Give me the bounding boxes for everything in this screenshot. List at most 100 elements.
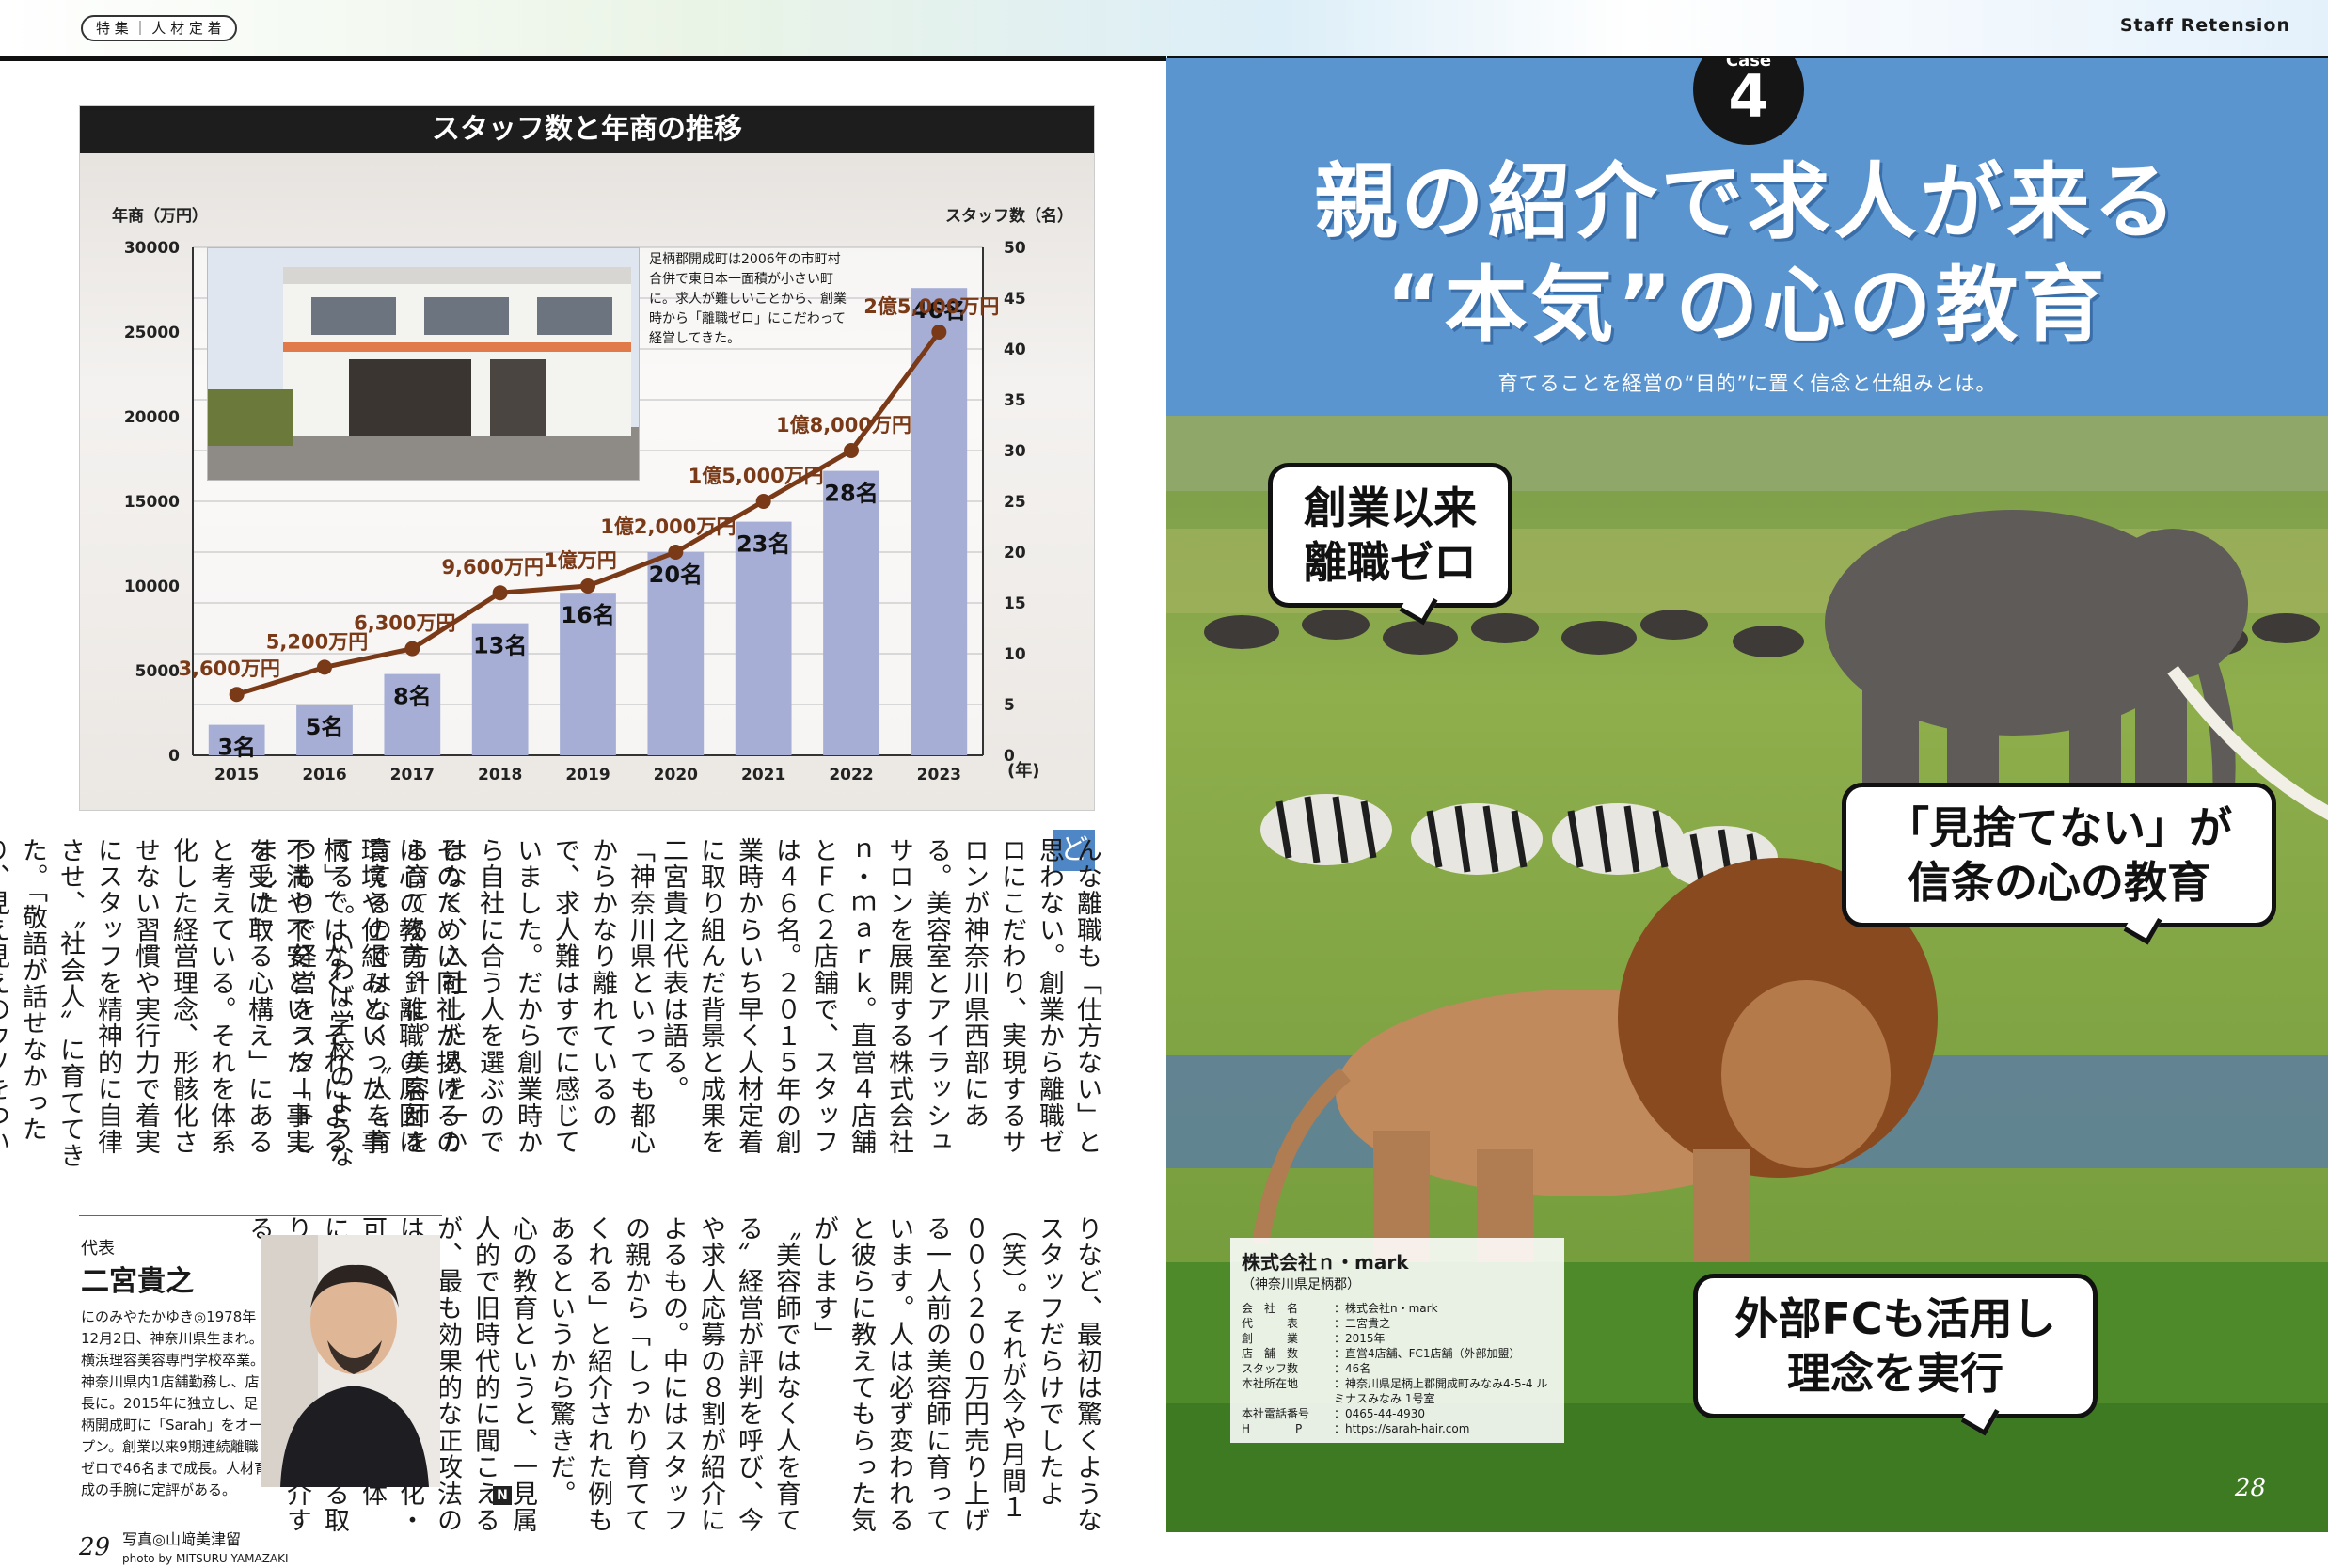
y-tick-left: 30000 [124, 239, 180, 258]
bubble-1-line-2: 離職ゼロ [1304, 537, 1477, 588]
photo-credit-en: photo by MITSURU YAMAZAKI [122, 1552, 289, 1565]
photo-credit-ja: 写真◎山﨑美津留 [122, 1530, 241, 1548]
x-tick: 2018 [478, 766, 522, 784]
case-badge: Case 4 [1693, 58, 1804, 145]
profile-name: 二宮貴之 [81, 1265, 194, 1298]
y-tick-right: 10 [1004, 645, 1026, 664]
revenue-label: 2億5,000万円 [863, 295, 999, 318]
info-value: ：https://sarah-hair.com [1334, 1422, 1470, 1435]
info-key: 本社所在地 [1242, 1377, 1299, 1390]
revenue-point [844, 443, 859, 458]
y-tick-left: 15000 [124, 493, 180, 512]
revenue-point [580, 578, 595, 594]
drop-cap: ど [1053, 830, 1095, 871]
company-info-row: 本社電話番号 ：0465-44-4930 [1242, 1406, 1553, 1421]
bubble-1-line-1: 創業以来 [1304, 483, 1477, 533]
company-info-row: 店 舗 数 ：直営4店舗、FC1店舗（外部加盟） [1242, 1346, 1553, 1361]
x-tick: 2020 [654, 766, 698, 784]
x-tick: 2022 [829, 766, 873, 784]
speech-bubble-1: 創業以来 離職ゼロ [1268, 463, 1512, 626]
company-info-row: 本社所在地 ：神奈川県足柄上郡開成町みなみ4-5-4 ルミナスみなみ 1号室 [1242, 1376, 1553, 1406]
bar-staff [735, 521, 792, 755]
info-key: 創 業 [1242, 1332, 1299, 1345]
profile-role: 代表 [81, 1239, 115, 1259]
info-value: ：二宮貴之 [1334, 1317, 1391, 1330]
left-page: スタッフ数と年商の推移 0 5 10 15 20 25 30 35 40 45 50 0 5000 100… [0, 58, 1166, 1565]
company-info-row: 代 表 ：二宮貴之 [1242, 1316, 1553, 1331]
revenue-label: 1億5,000万円 [689, 465, 824, 487]
top-rule-right [1167, 56, 2328, 59]
revenue-label: 1億2,000万円 [600, 515, 736, 538]
revenue-point [317, 659, 332, 675]
top-banner [0, 0, 2328, 58]
bar-staff [471, 623, 529, 755]
bar-label: 23名 [736, 531, 790, 558]
headline-line-2: “本気”の心の教育 [1386, 257, 2109, 354]
y-tick-right: 25 [1004, 493, 1026, 512]
revenue-point [492, 585, 508, 601]
bar-staff [911, 288, 968, 755]
chart-bars [208, 288, 968, 755]
bar-label: 3名 [217, 735, 256, 761]
case-label: Case [1725, 58, 1772, 71]
revenue-label: 3,600万円 [178, 657, 279, 680]
revenue-label: 1億8,000万円 [776, 414, 911, 436]
right-page: Case 4 親の紹介で求人が来る “本気”の心の教育 育てることを経営の“目的… [1166, 58, 2328, 1532]
subheadline: 育てることを経営の“目的”に置く信念と仕組みとは。 [1497, 372, 1997, 395]
info-value: ：株式会社n・mark [1334, 1302, 1438, 1315]
chart-panel: スタッフ数と年商の推移 0 5 10 15 20 25 30 35 40 45 50 0 5000 100… [79, 105, 1095, 811]
chart-note: 足柄郡開成町は2006年の市町村合併で東日本一面積が小さい町に。求人が難しいこと… [649, 252, 847, 346]
article-column-2: 「神奈川県といっても都心からかなり離れているので、求人難はすでに感じていました。… [249, 837, 655, 1170]
headline-line-1: 親の紹介で求人が来る [1314, 153, 2180, 250]
representative-portrait [261, 1235, 440, 1487]
info-key: 会 社 名 [1242, 1302, 1299, 1315]
company-info-row: 創 業 ：2015年 [1242, 1331, 1553, 1346]
article-column-1: んな離職も「仕方ない」と思わない。創業から離職ゼロにこだわり、実現するサロンが神… [658, 837, 1101, 1156]
x-tick: 2021 [741, 766, 785, 784]
end-mark-icon: N [493, 1486, 512, 1505]
bar-label: 5名 [306, 714, 344, 740]
section-title-en: Staff Retension [2119, 15, 2290, 36]
bar-staff [384, 673, 441, 755]
x-tick: 2023 [917, 766, 961, 784]
revenue-label: 5,200万円 [266, 630, 368, 653]
y-tick-right: 20 [1004, 544, 1026, 562]
bubble-2-line-1: 「見捨てない」が [1886, 802, 2232, 853]
info-key: 店 舗 数 [1242, 1347, 1299, 1360]
bubble-3-line-1: 外部FCも活用し [1734, 1293, 2056, 1344]
info-key: 本社電話番号 [1242, 1407, 1310, 1420]
revenue-point [229, 687, 245, 703]
revenue-label: 9,600万円 [441, 556, 543, 578]
info-value: ：46名 [1334, 1362, 1371, 1375]
company-info-row: H P ：https://sarah-hair.com [1242, 1421, 1553, 1436]
representative-profile: 代表 二宮貴之 にのみやたかゆき◎1978年12月2日、神奈川県生まれ。横浜理容… [79, 1215, 442, 1498]
revenue-label: 6,300万円 [354, 612, 455, 635]
bar-staff [823, 470, 879, 755]
revenue-point [755, 494, 771, 509]
lion [1252, 858, 1938, 1300]
company-location: （神奈川県足柄郡） [1242, 1277, 1360, 1292]
bubble-3-line-2: 理念を実行 [1787, 1348, 2003, 1399]
company-info-card: 株式会社ｎ・mark （神奈川県足柄郡） 会 社 名 ：株式会社n・mark 代 表… [1230, 1238, 1564, 1443]
revenue-point [404, 641, 420, 657]
revenue-label: 1億万円 [544, 549, 617, 572]
company-info-table: 会 社 名 ：株式会社n・mark 代 表 ：二宮貴之創 業 ：2015年店 舗 数 ：直… [1242, 1301, 1553, 1436]
y-axis-label-right: スタッフ数（名） [945, 206, 1073, 226]
section-tag: 特 集 ｜ 人 材 定 着 [81, 15, 237, 41]
bar-label: 13名 [473, 633, 527, 659]
x-tick: 2016 [302, 766, 346, 784]
chart-line [229, 325, 947, 703]
wildebeest-herd [1204, 610, 2320, 657]
page-number: 29 [79, 1533, 111, 1561]
article-column-4: りなど、最初は驚くようなスタッフだらけでしたよ（笑）。それが今や月間１００〜２０… [245, 1215, 1101, 1534]
y-tick-right: 40 [1004, 341, 1026, 359]
revenue-point [931, 325, 947, 340]
info-value: ：0465-44-4930 [1334, 1407, 1426, 1420]
company-name: 株式会社ｎ・mark [1242, 1251, 1409, 1274]
salon-storefront-photo [207, 247, 640, 481]
y-tick-left: 10000 [124, 578, 180, 596]
chart-labels: 3名 2015 5名 2016 8名 2017 13名 2018 16名 2019 20名 2020 2… [178, 295, 999, 784]
company-info-row: スタッフ数 ：46名 [1242, 1361, 1553, 1376]
y-tick-right: 50 [1004, 239, 1026, 258]
bar-label: 46名 [912, 297, 966, 324]
